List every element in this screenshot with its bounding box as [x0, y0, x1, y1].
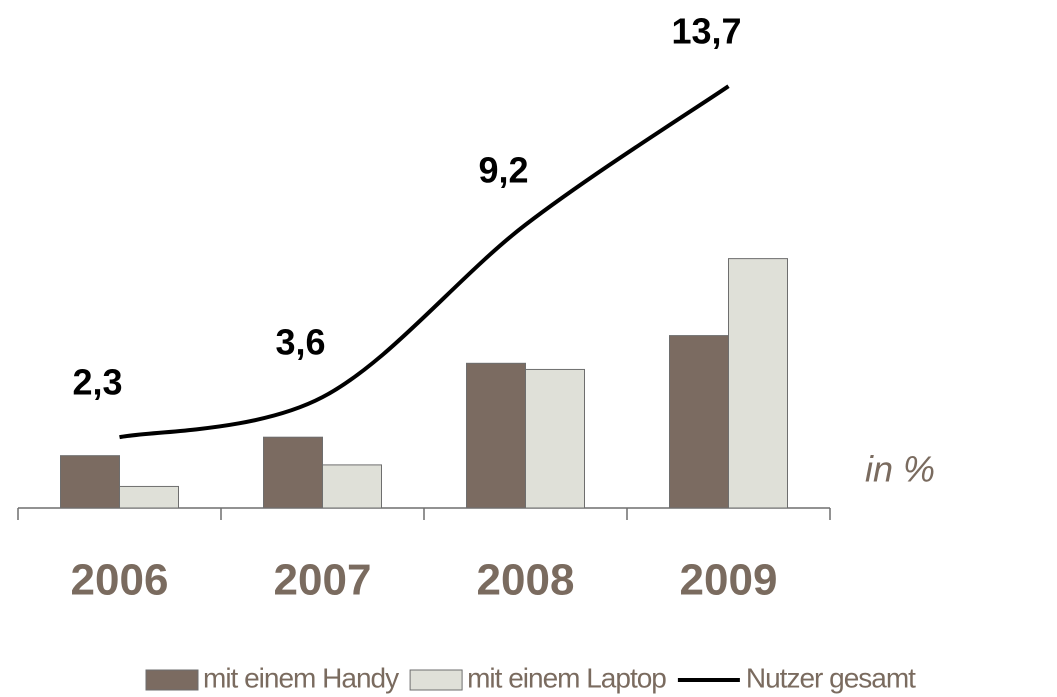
legend-swatch: [409, 669, 463, 691]
data-label: 9,2: [478, 149, 528, 190]
x-tick-label: 2008: [477, 556, 575, 605]
line: [119, 84, 730, 440]
bar: [322, 464, 382, 509]
legend-label: mit einem Laptop: [467, 662, 666, 693]
bar: [263, 436, 323, 509]
x-tick-label: 2006: [71, 556, 169, 605]
bar: [60, 455, 120, 509]
legend-label: mit einem Handy: [203, 662, 399, 693]
bar: [466, 362, 526, 509]
x-tick-label: 2007: [274, 556, 372, 605]
unit-label: in %: [865, 449, 935, 490]
legend-label: Nutzer gesamt: [746, 662, 916, 693]
bar: [669, 335, 729, 509]
x-tick-label: 2009: [680, 556, 778, 605]
data-label: 3,6: [275, 322, 325, 363]
bar: [525, 368, 585, 509]
data-label: 13,7: [671, 11, 741, 52]
legend-swatch: [145, 669, 199, 691]
bar: [728, 258, 788, 509]
data-label: 2,3: [72, 362, 122, 403]
bar: [119, 485, 179, 509]
